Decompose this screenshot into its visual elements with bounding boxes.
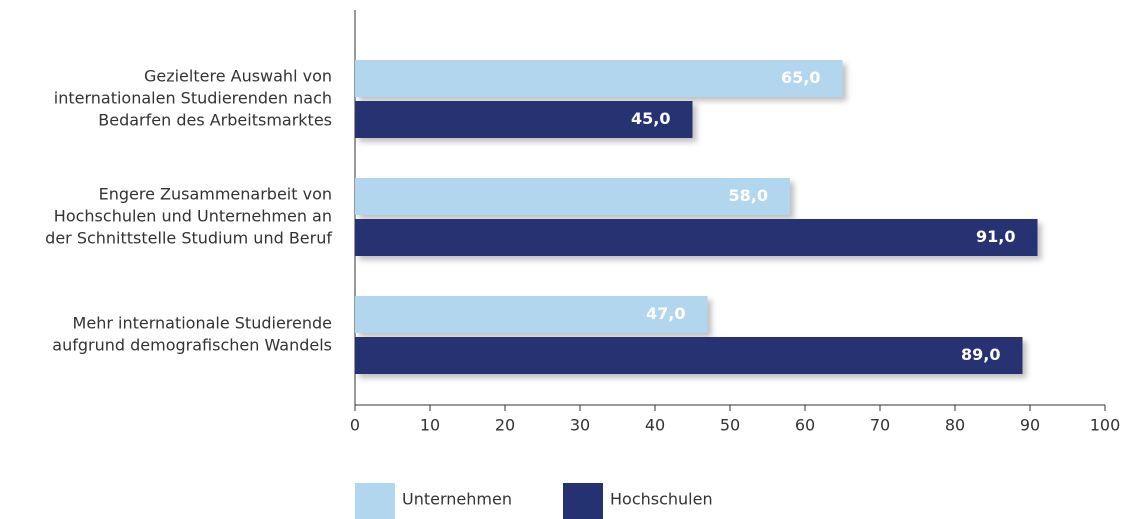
bar	[355, 178, 790, 215]
bar	[355, 101, 693, 138]
value-label: 45,0	[631, 109, 670, 128]
x-tick-label: 20	[495, 416, 515, 435]
x-tick-label: 0	[350, 416, 360, 435]
category-label: Hochschulen und Unternehmen an	[54, 207, 332, 226]
bar	[355, 219, 1038, 256]
bar	[355, 296, 708, 333]
bar	[355, 337, 1023, 374]
value-label: 89,0	[961, 345, 1000, 364]
legend-swatch	[355, 483, 395, 519]
x-tick-label: 80	[945, 416, 965, 435]
category-label: internationalen Studierenden nach	[54, 89, 332, 108]
legend-label: Unternehmen	[402, 490, 512, 509]
category-label: Mehr internationale Studierende	[73, 314, 332, 333]
category-label: der Schnittstelle Studium und Beruf	[45, 229, 332, 248]
category-label: Engere Zusammenarbeit von	[99, 185, 332, 204]
x-tick-label: 60	[795, 416, 815, 435]
x-tick-label: 10	[420, 416, 440, 435]
x-tick-label: 50	[720, 416, 740, 435]
category-label: Gezieltere Auswahl von	[144, 67, 332, 86]
bar	[355, 60, 843, 97]
category-label: aufgrund demografischen Wandels	[52, 336, 332, 355]
legend-swatch	[563, 483, 603, 519]
value-label: 47,0	[646, 304, 685, 323]
category-label: Bedarfen des Arbeitsmarktes	[98, 111, 332, 130]
x-tick-label: 100	[1090, 416, 1121, 435]
value-label: 58,0	[729, 186, 768, 205]
value-label: 65,0	[781, 68, 820, 87]
x-tick-label: 70	[870, 416, 890, 435]
x-tick-label: 30	[570, 416, 590, 435]
x-tick-label: 90	[1020, 416, 1040, 435]
value-label: 91,0	[976, 227, 1015, 246]
legend-label: Hochschulen	[610, 490, 713, 509]
x-tick-label: 40	[645, 416, 665, 435]
